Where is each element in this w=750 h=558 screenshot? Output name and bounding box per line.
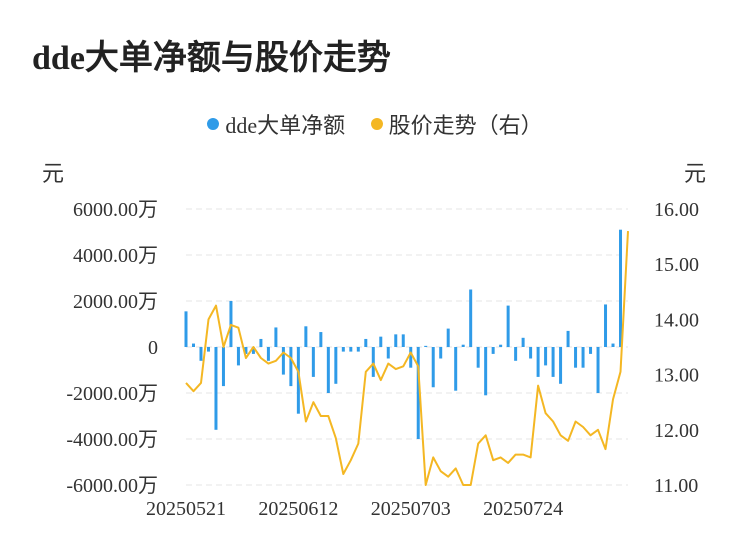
legend-item-price[interactable]: 股价走势（右） [370,108,543,140]
legend-label-dde: dde大单净额 [225,113,346,138]
left-tick-label-5: -4000.00万 [66,429,158,451]
dde-bar-47 [536,347,540,377]
dde-bar-48 [544,347,548,366]
right-tick-label-2: 14.00 [654,309,699,331]
dde-bar-12 [274,327,278,347]
left-tick-label-0: 6000.00万 [73,199,158,221]
dde-bar-29 [401,334,405,347]
dde-bar-19 [326,347,330,393]
dde-bar-55 [596,347,600,393]
dde-bar-50 [559,347,563,384]
dde-bar-43 [506,305,510,347]
dde-bar-53 [581,347,585,368]
dde-bar-13 [281,347,285,375]
dde-bar-32 [424,345,428,347]
dde-bar-26 [379,336,383,347]
dde-bar-23 [356,347,360,352]
legend-dot-orange-icon [370,118,383,130]
dde-bar-24 [364,338,368,347]
left-axis-unit: 元 [42,161,65,186]
left-tick-label-2: 2000.00万 [73,291,158,313]
dde-bar-45 [521,337,525,347]
dde-bar-36 [454,347,458,391]
dde-bar-25 [371,347,375,377]
left-tick-label-3: 0 [148,337,158,359]
dde-bar-40 [484,347,488,396]
right-tick-label-0: 16.00 [654,199,699,221]
dde-bar-17 [311,347,315,377]
dde-bar-20 [334,347,338,384]
dde-bar-14 [289,347,293,387]
right-axis-unit: 元 [684,161,707,186]
dde-bar-56 [604,304,608,347]
dde-bar-54 [589,347,593,354]
right-tick-label-4: 12.00 [654,420,699,442]
dde-bar-38 [469,289,473,347]
dde-bar-33 [431,347,435,388]
dde-bar-52 [574,347,578,368]
right-tick-label-3: 13.00 [654,365,699,387]
dde-bar-9 [251,347,255,354]
dde-bar-41 [491,347,495,354]
dde-bar-3 [206,347,210,352]
dde-bar-18 [319,332,323,347]
right-tick-label-5: 11.00 [654,475,698,497]
dde-bar-58 [619,229,623,347]
legend-dot-blue-icon [207,118,220,130]
legend-label-price: 股价走势（右） [388,113,543,138]
dde-bar-21 [341,347,345,352]
dde-bar-34 [439,347,443,359]
dde-bar-16 [304,326,308,347]
dde-bar-30 [409,347,413,368]
legend-item-dde[interactable]: dde大单净额 [207,108,345,140]
x-tick-label-1: 20250612 [258,498,338,520]
left-tick-label-1: 4000.00万 [73,245,158,267]
chart-title: dde大单净额与股价走势 [32,40,391,77]
dde-bar-1 [191,343,195,347]
dde-bar-51 [566,330,570,347]
dde-bar-39 [476,347,480,368]
dde-bar-15 [296,347,300,414]
x-tick-label-0: 20250521 [146,498,226,520]
dde-bar-27 [386,347,390,359]
dde-bar-28 [394,334,398,347]
dde-bar-49 [551,347,555,377]
dde-bar-4 [214,347,218,430]
dde-bar-22 [349,347,353,352]
legend: dde大单净额 股价走势（右） [0,108,750,140]
dde-bar-7 [236,347,240,366]
left-tick-label-4: -2000.00万 [66,383,158,405]
dde-bar-31 [416,347,420,439]
left-tick-label-6: -6000.00万 [66,475,158,497]
x-tick-label-3: 20250724 [483,498,563,520]
dde-bar-11 [266,347,270,361]
dde-bar-0 [184,311,188,347]
price-line [185,231,629,486]
dde-bar-5 [221,347,225,387]
x-tick-label-2: 20250703 [371,498,451,520]
dde-bar-37 [461,344,465,347]
dde-bar-8 [244,347,248,354]
dde-bar-44 [514,347,518,361]
dde-bar-35 [446,328,450,347]
dde-bar-46 [529,347,533,359]
dde-bar-10 [259,338,263,347]
right-tick-label-1: 15.00 [654,254,699,276]
dde-bar-2 [199,347,203,361]
dde-bar-42 [499,344,503,347]
dde-bar-57 [611,343,615,347]
